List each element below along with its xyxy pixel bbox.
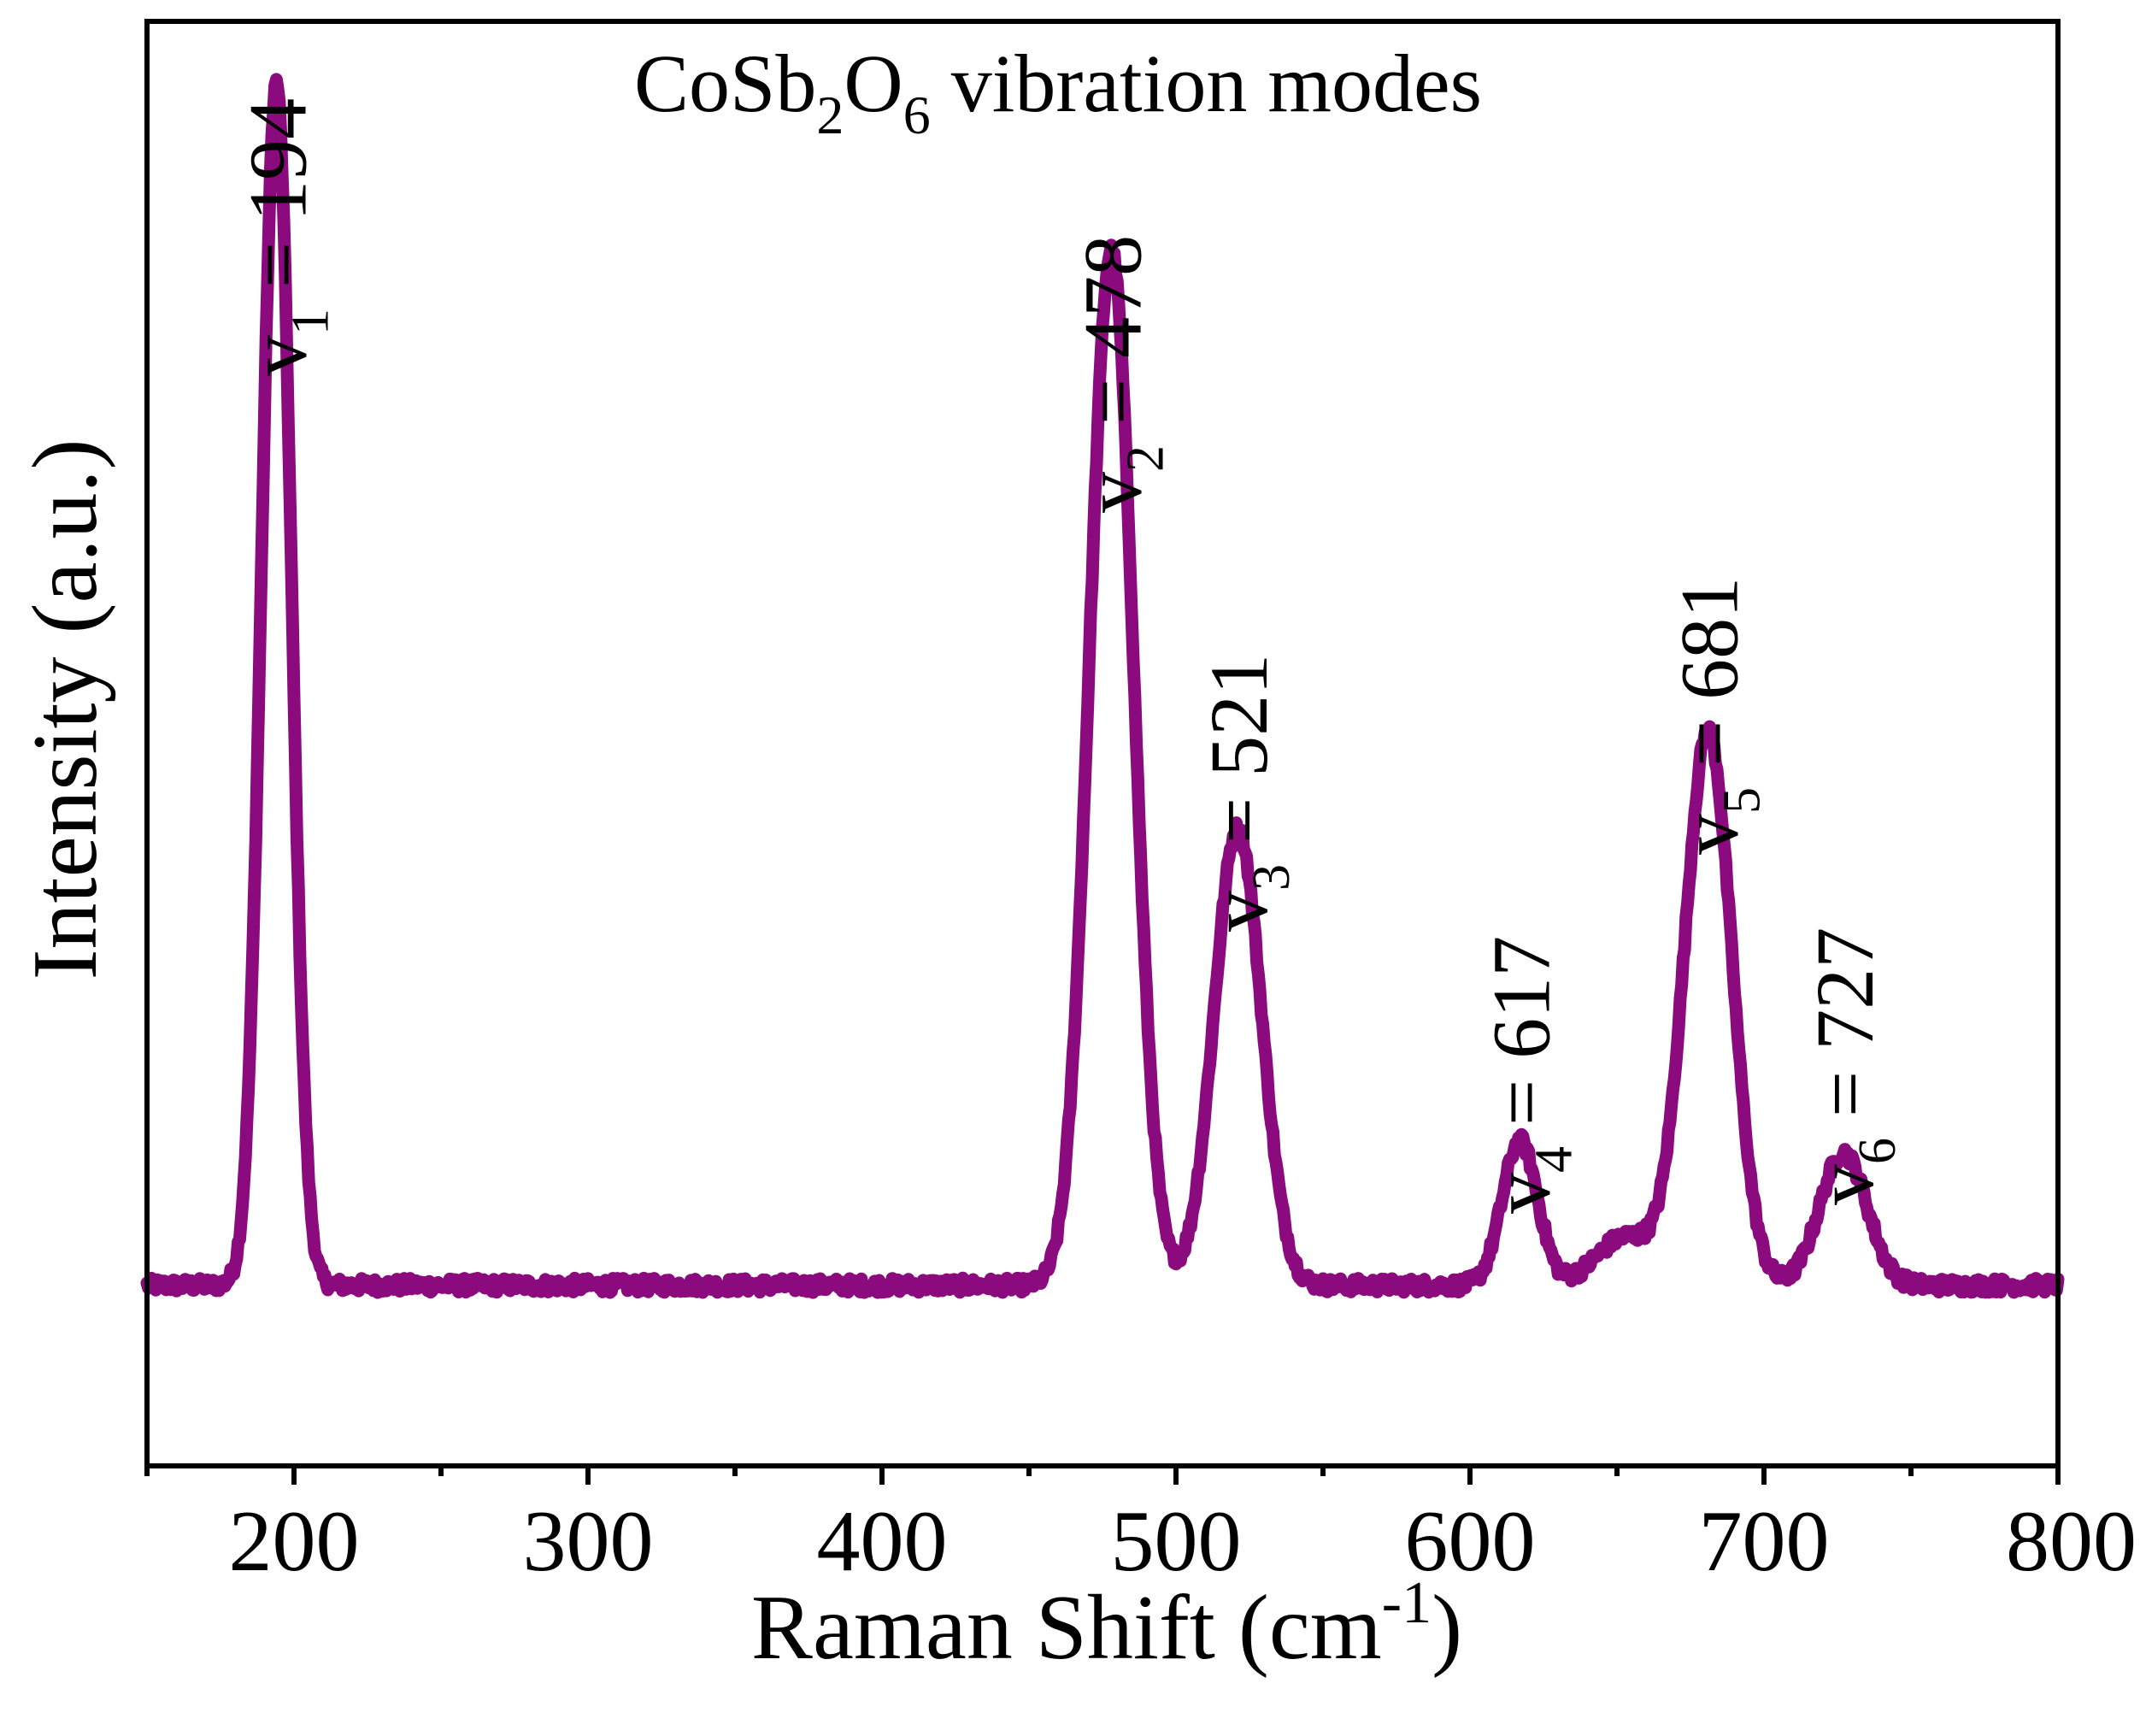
peak-label-symbol-6: v [1799, 1164, 1890, 1205]
peak-label-symbol-4: v [1475, 1173, 1567, 1214]
x-tick-label-800: 800 [2006, 1493, 2137, 1590]
peak-label-symbol-2: v [1067, 472, 1158, 513]
peak-label-value-4: = 617 [1475, 936, 1567, 1146]
peak-label-1: v1 = 194 [232, 98, 339, 376]
x-tick-label-400: 400 [817, 1493, 948, 1590]
peak-label-subscript-6: 6 [1849, 1138, 1907, 1164]
x-tick-label-500: 500 [1111, 1493, 1242, 1590]
x-axis-tick-labels: 200 300 400 500 600 700 800 [229, 1493, 2137, 1590]
x-tick-label-700: 700 [1699, 1493, 1830, 1590]
peak-label-subscript-2: 2 [1116, 445, 1174, 472]
x-axis-label: Raman Shift (cm-1) [751, 1570, 1462, 1679]
peak-label-subscript-4: 4 [1525, 1146, 1583, 1173]
x-axis-ticks [144, 1466, 2061, 1485]
peak-label-subscript-5: 5 [1714, 787, 1772, 814]
chart-title-subscript-1: 2 [816, 85, 844, 145]
peak-label-6: v6 = 727 [1799, 927, 1907, 1205]
peak-label-value-3: = 521 [1193, 654, 1285, 864]
chart-title-main: CoSb [634, 38, 816, 129]
chart-title-rest: vibration modes [931, 38, 1482, 129]
peak-label-symbol-1: v [232, 335, 323, 376]
x-axis-label-end: ) [1432, 1577, 1462, 1679]
peak-label-5: v5 = 681 [1664, 577, 1772, 855]
peak-label-symbol-3: v [1193, 891, 1285, 932]
chart-title: CoSb2O6 vibration modes [634, 38, 1482, 145]
spectrum-line-0 [140, 73, 2065, 1299]
peak-label-subscript-1: 1 [281, 309, 339, 335]
x-axis-label-main: Raman Shift (cm [751, 1577, 1382, 1679]
peak-label-subscript-3: 3 [1243, 864, 1301, 891]
x-tick-label-200: 200 [229, 1493, 360, 1590]
plot-frame [144, 19, 2061, 1468]
peak-label-value-1: = 194 [232, 98, 323, 309]
chart-title-subscript-2: 6 [903, 85, 931, 145]
peak-label-value-6: = 727 [1799, 927, 1890, 1138]
x-tick-label-600: 600 [1405, 1493, 1536, 1590]
series-layer [140, 73, 2065, 1299]
peak-label-value-2: = 478 [1067, 235, 1158, 445]
x-tick-label-300: 300 [523, 1493, 654, 1590]
chart-title-mid: O [844, 38, 902, 129]
peak-label-3: v3 = 521 [1193, 654, 1301, 932]
peak-label-2: v2 = 478 [1067, 235, 1174, 513]
peak-label-value-5: = 681 [1664, 577, 1755, 787]
y-axis-label: Intensity (a.u.) [15, 439, 116, 980]
x-axis-label-superscript: -1 [1382, 1570, 1432, 1636]
peak-label-4: v4 = 617 [1475, 936, 1583, 1214]
peak-label-symbol-5: v [1664, 814, 1755, 855]
